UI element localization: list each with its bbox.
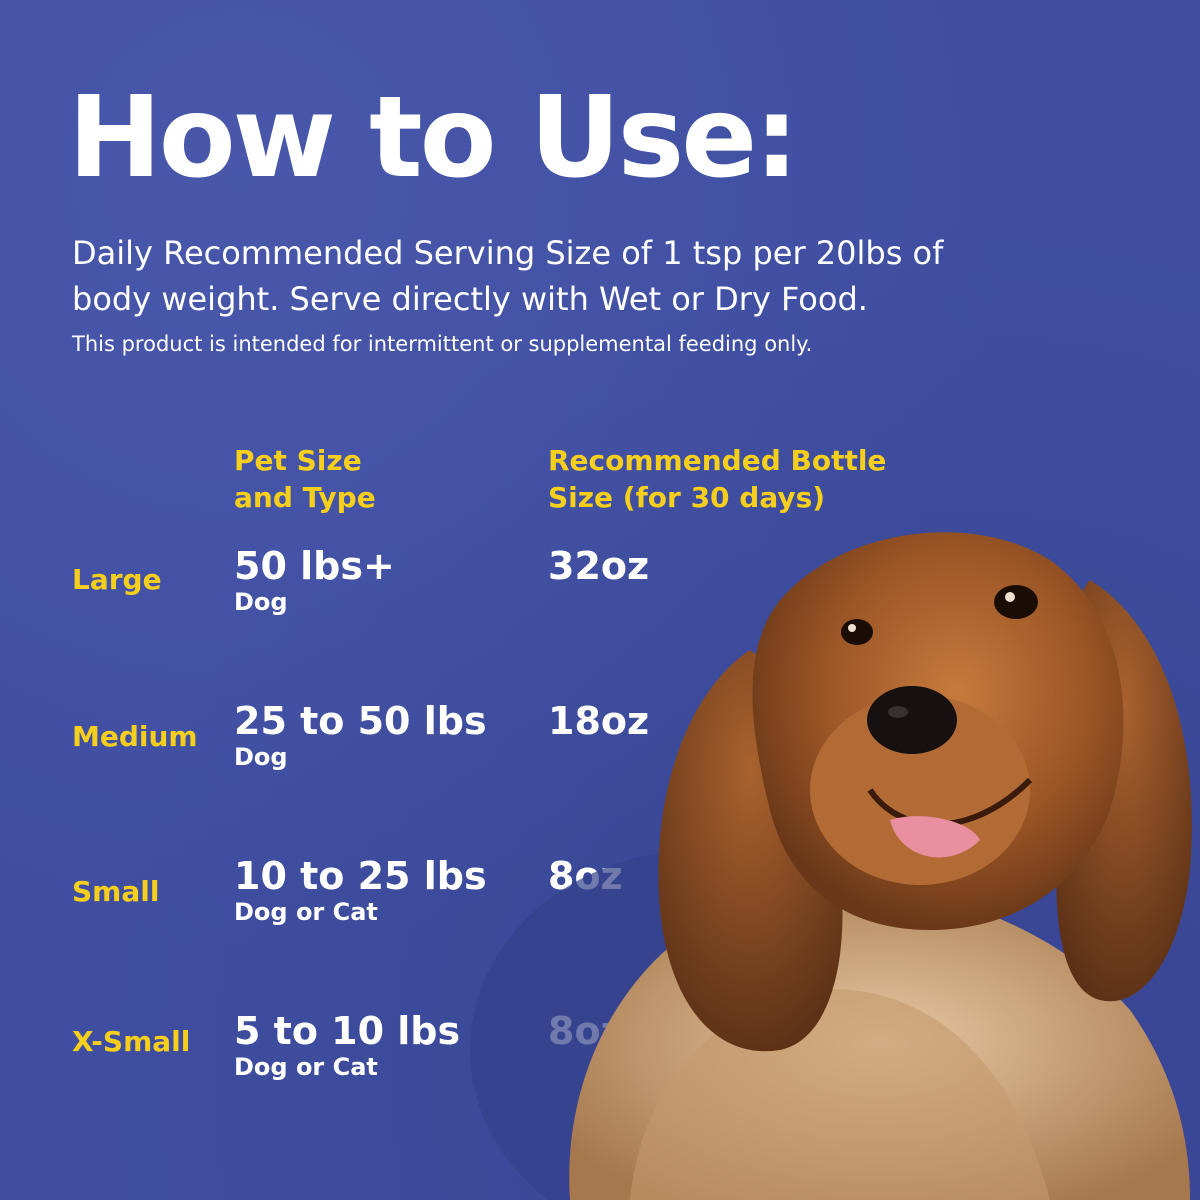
column-header-bottle-line2: Size (for 30 days) [548, 481, 826, 514]
row-pet-type: Dog [234, 743, 288, 771]
column-header-bottle-line1: Recommended Bottle [548, 444, 887, 477]
row-pet-type: Dog or Cat [234, 1053, 378, 1081]
row-pet-type: Dog or Cat [234, 898, 378, 926]
row-weight-value: 10 to 25 lbs [234, 854, 487, 898]
feeding-note: This product is intended for intermitten… [72, 332, 813, 356]
column-header-pet-size-line2: and Type [234, 481, 376, 514]
row-weight: 5 to 10 lbs Dog or Cat [234, 1010, 460, 1082]
row-size-label: Medium [72, 720, 198, 753]
row-weight: 10 to 25 lbs Dog or Cat [234, 855, 487, 927]
row-size-label: X-Small [72, 1025, 191, 1058]
row-weight-value: 25 to 50 lbs [234, 699, 487, 743]
row-size-label: Large [72, 563, 162, 596]
row-bottle-size: 32oz [548, 544, 650, 588]
column-header-pet-size: Pet Size and Type [234, 442, 376, 516]
row-weight-value: 50 lbs+ [234, 544, 395, 588]
row-weight: 25 to 50 lbs Dog [234, 700, 487, 772]
row-pet-type: Dog [234, 588, 288, 616]
row-bottle-size: 18oz [548, 699, 650, 743]
column-header-bottle-size: Recommended Bottle Size (for 30 days) [548, 442, 886, 516]
dog-photo [470, 532, 1192, 1200]
serving-size-description: Daily Recommended Serving Size of 1 tsp … [72, 234, 944, 318]
row-size-label: Small [72, 875, 160, 908]
row-weight: 50 lbs+ Dog [234, 545, 395, 617]
column-header-pet-size-line1: Pet Size [234, 444, 362, 477]
page-title: How to Use: [68, 73, 799, 203]
row-weight-value: 5 to 10 lbs [234, 1009, 461, 1053]
